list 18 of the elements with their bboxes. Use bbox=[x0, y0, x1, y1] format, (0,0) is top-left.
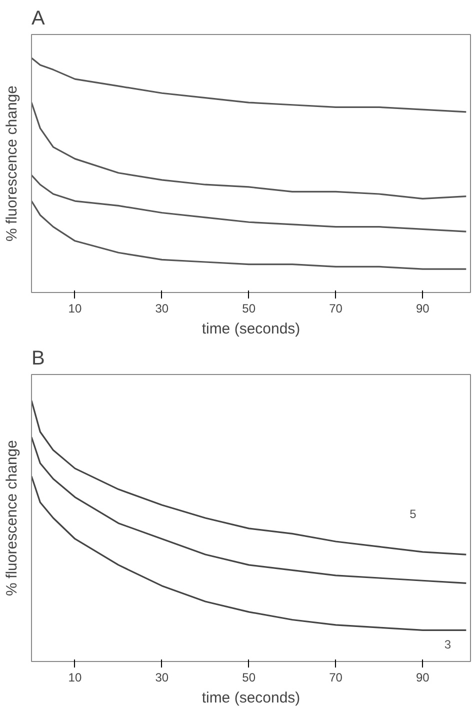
x-tick-label: 90 bbox=[416, 670, 430, 684]
y-axis-title: % fluorescence change bbox=[4, 440, 20, 596]
y-axis-title: % fluorescence change bbox=[4, 86, 20, 242]
chart-title: A bbox=[32, 8, 46, 30]
x-tick-label: 50 bbox=[242, 302, 256, 316]
x-tick-label: 70 bbox=[329, 302, 343, 316]
x-tick-label: 10 bbox=[68, 670, 82, 684]
x-axis-title: time (seconds) bbox=[202, 320, 300, 338]
annotation: 3 bbox=[444, 637, 452, 652]
x-tick-label: 90 bbox=[416, 302, 430, 316]
x-tick-label: 30 bbox=[155, 670, 169, 684]
x-tick-label: 50 bbox=[242, 670, 256, 684]
x-tick-label: 70 bbox=[329, 670, 343, 684]
x-axis-title: time (seconds) bbox=[202, 690, 300, 706]
x-tick-label: 30 bbox=[155, 302, 169, 316]
annotation: 5 bbox=[410, 507, 417, 521]
x-tick-label: 10 bbox=[68, 302, 82, 316]
chart-title: B bbox=[32, 348, 45, 370]
